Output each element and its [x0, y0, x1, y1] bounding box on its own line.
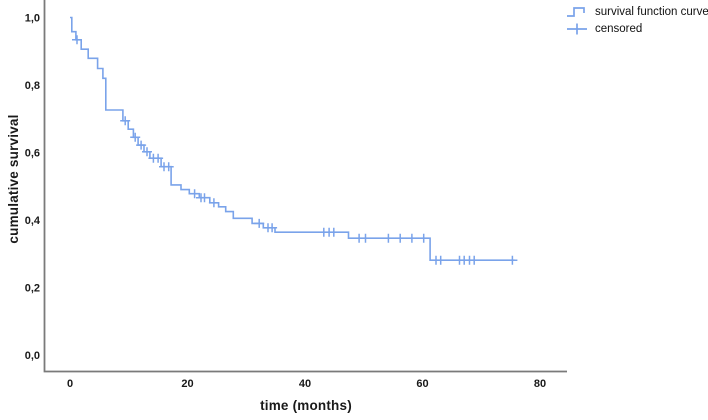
censored-mark [72, 35, 82, 45]
y-tick-label: 0,0 [25, 350, 40, 362]
y-axis-title: cumulative survival [6, 114, 21, 244]
x-axis-title: time (months) [260, 398, 352, 413]
censored-mark [507, 255, 518, 265]
y-tick-label: 0,4 [25, 215, 41, 227]
censored-mark [136, 140, 147, 150]
legend-item-survival-curve: survival function curve [566, 4, 708, 19]
censored-mark [360, 233, 371, 243]
legend-label-survival-curve: survival function curve [595, 5, 708, 18]
x-tick-label: 60 [416, 378, 428, 390]
censored-mark [163, 162, 174, 172]
y-tick-label: 0,2 [25, 283, 40, 295]
censored-mark [199, 193, 210, 203]
legend-label-censored: censored [595, 22, 643, 35]
censored-mark [469, 255, 480, 265]
y-tick-label: 0,6 [25, 148, 40, 160]
censored-mark [395, 233, 406, 243]
plus-cross-icon [567, 23, 587, 34]
x-tick-label: 80 [534, 378, 546, 390]
censored-mark [406, 233, 417, 243]
legend-item-censored: censored [566, 21, 708, 36]
censored-mark [435, 255, 446, 265]
axis-lines [43, 0, 567, 373]
x-tick-label: 0 [67, 378, 73, 390]
censored-mark [418, 233, 429, 243]
x-tick-label: 20 [181, 378, 193, 390]
legend: survival function curve censored [566, 4, 708, 36]
y-tick-label: 1,0 [25, 13, 40, 25]
survival-function-curve [70, 16, 515, 261]
y-tick-label: 0,8 [25, 80, 40, 92]
censored-mark [254, 218, 265, 228]
censored-mark [383, 233, 394, 243]
x-tick-label: 40 [299, 378, 311, 390]
censored-mark [130, 132, 141, 142]
censored-mark [189, 189, 200, 199]
censored-mark [153, 153, 164, 163]
censored-mark [120, 116, 131, 126]
censored-mark [208, 198, 219, 208]
censored-mark [267, 223, 278, 233]
step-line-icon [567, 6, 585, 17]
censored-mark [142, 147, 152, 157]
censored-mark [328, 227, 339, 237]
